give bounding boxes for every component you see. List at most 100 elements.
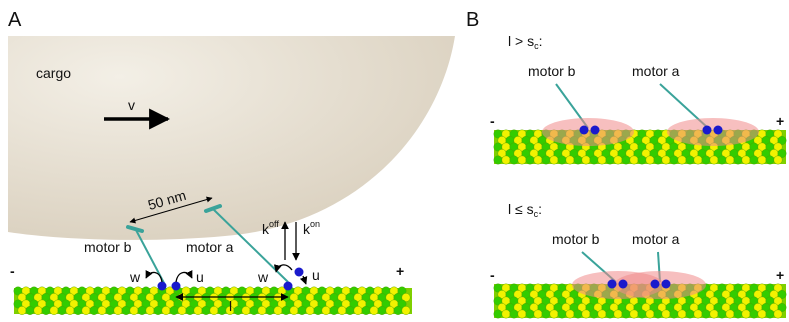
- motor-a-step-back-label: w: [257, 269, 269, 285]
- tubulin-subunit: [637, 309, 647, 319]
- motor-a-head-left-top: [702, 125, 712, 135]
- motor-b-head-right-top: [590, 125, 600, 135]
- tubulin-subunit: [193, 306, 203, 315]
- tubulin-subunit: [565, 155, 575, 165]
- tubulin-subunit: [605, 309, 615, 319]
- tubulin-subunit: [401, 293, 411, 302]
- tubulin-subunit: [693, 155, 703, 165]
- tubulin-subunit: [533, 309, 543, 319]
- tubulin-subunit: [549, 309, 559, 319]
- tubulin-subunit: [757, 309, 767, 319]
- tubulin-subunit: [273, 306, 283, 315]
- tubulin-subunit: [693, 309, 703, 319]
- tubulin-subunit: [233, 306, 243, 315]
- motor-a-step-forward-label: u: [312, 267, 320, 283]
- motor-a-head-right-bottom: [661, 279, 671, 289]
- spacing-label: l: [229, 298, 232, 314]
- tubulin-subunit: [501, 309, 511, 319]
- tubulin-subunit: [749, 155, 759, 165]
- tubulin-subunit: [725, 309, 735, 319]
- condition-bottom: l ≤ sc:: [508, 201, 542, 219]
- tubulin-subunit: [565, 309, 575, 319]
- tubulin-subunit: [217, 306, 227, 315]
- motor-b-head-left-top: [579, 125, 589, 135]
- tubulin-subunit: [701, 309, 711, 319]
- tubulin-subunit: [621, 155, 631, 165]
- tubulin-subunit: [329, 306, 339, 315]
- tubulin-subunit: [313, 306, 323, 315]
- tubulin-subunit: [65, 306, 75, 315]
- minus-end-label-bottom: -: [490, 267, 495, 283]
- motor-b-step-back-arrow: [145, 269, 163, 283]
- velocity-label: v: [128, 97, 135, 113]
- motor-a-head-left: [283, 281, 293, 291]
- tubulin-subunit: [517, 309, 527, 319]
- panel-b-letter: B: [466, 9, 479, 31]
- tubulin-subunit: [137, 306, 147, 315]
- motor-b-step-forward-label: u: [196, 269, 204, 285]
- tubulin-subunit: [677, 155, 687, 165]
- tubulin-subunit: [369, 306, 379, 315]
- motor-a-label-top: motor a: [632, 63, 680, 79]
- motor-a-step-forward-arrow: [299, 275, 308, 285]
- tubulin-subunit: [401, 306, 411, 315]
- tubulin-subunit: [605, 155, 615, 165]
- tubulin-subunit: [777, 290, 787, 299]
- tubulin-subunit: [557, 155, 567, 165]
- tubulin-subunit: [685, 309, 695, 319]
- tubulin-subunit: [185, 306, 195, 315]
- tubulin-subunit: [397, 286, 407, 296]
- motor-a-head-left-bottom: [650, 279, 660, 289]
- tubulin-subunit: [573, 155, 583, 165]
- tubulin-subunit: [121, 306, 131, 315]
- interaction-zone-motor-a-bottom: [614, 271, 706, 299]
- tubulin-subunit: [653, 155, 663, 165]
- tubulin-subunit: [493, 155, 503, 165]
- tubulin-subunit: [33, 306, 43, 315]
- motor-b-label-bottom: motor b: [552, 231, 600, 247]
- tubulin-subunit: [257, 306, 267, 315]
- motor-a-label-bottom: motor a: [632, 231, 680, 247]
- tubulin-subunit: [201, 306, 211, 315]
- plus-end-label-a: +: [396, 263, 404, 279]
- tubulin-subunit: [581, 155, 591, 165]
- motor-b-label-top: motor b: [528, 63, 576, 79]
- minus-end-label-top: -: [490, 113, 495, 129]
- tubulin-subunit: [637, 155, 647, 165]
- tubulin-subunit: [145, 306, 155, 315]
- tubulin-subunit: [669, 155, 679, 165]
- motor-b-head-right-bottom: [618, 279, 628, 289]
- motor-a-head-right-top: [713, 125, 723, 135]
- tubulin-subunit: [337, 306, 347, 315]
- tubulin-subunit: [741, 155, 751, 165]
- tubulin-subunit: [709, 155, 719, 165]
- tubulin-subunit: [353, 306, 363, 315]
- plus-end-label-top: +: [776, 113, 784, 129]
- tubulin-subunit: [517, 155, 527, 165]
- tubulin-subunit: [81, 306, 91, 315]
- tubulin-subunit: [741, 309, 751, 319]
- tubulin-subunit: [57, 306, 67, 315]
- tubulin-subunit: [749, 309, 759, 319]
- tubulin-subunit: [677, 309, 687, 319]
- tubulin-subunit: [549, 155, 559, 165]
- motor-b-step-back-label: w: [129, 269, 141, 285]
- tubulin-subunit: [493, 309, 503, 319]
- tubulin-subunit: [41, 306, 51, 315]
- tubulin-subunit: [249, 306, 259, 315]
- tubulin-subunit: [725, 155, 735, 165]
- tubulin-subunit: [241, 306, 251, 315]
- tubulin-subunit: [509, 309, 519, 319]
- tubulin-subunit: [613, 155, 623, 165]
- tubulin-subunit: [653, 309, 663, 319]
- tubulin-subunit: [49, 306, 59, 315]
- tubulin-subunit: [773, 309, 783, 319]
- tubulin-subunit: [661, 309, 671, 319]
- tubulin-subunit: [757, 155, 767, 165]
- tubulin-subunit: [297, 306, 307, 315]
- tubulin-subunit: [509, 155, 519, 165]
- motor-b-head-right: [171, 281, 181, 291]
- tubulin-subunit: [701, 155, 711, 165]
- motor-b-head-left: [157, 281, 167, 291]
